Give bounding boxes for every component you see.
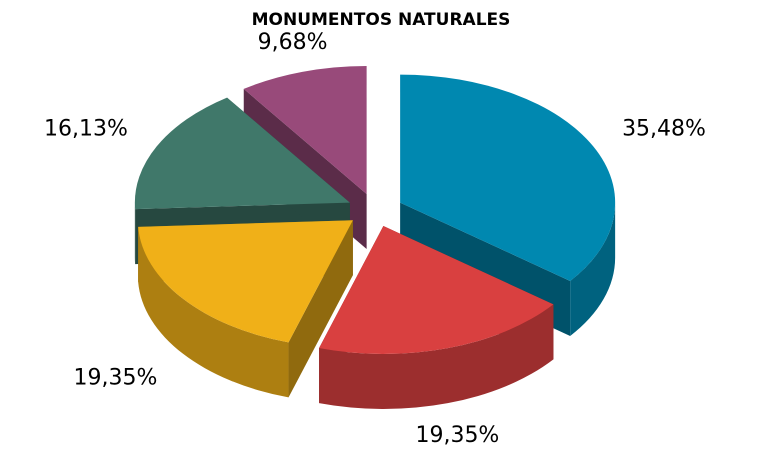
slice-side <box>570 202 616 336</box>
slice-side <box>138 226 289 398</box>
slice <box>138 220 353 343</box>
slice <box>134 97 350 210</box>
chart-title: MONUMENTOS NATURALES <box>252 10 511 30</box>
slice <box>243 65 367 194</box>
slice <box>319 226 554 355</box>
data-label: 19,35% <box>415 423 499 448</box>
slice-side <box>319 304 554 410</box>
data-label: 35,48% <box>622 117 706 142</box>
slice <box>400 74 616 281</box>
data-label: 16,13% <box>44 117 128 142</box>
data-label: 19,35% <box>74 365 158 390</box>
data-label: 9,68% <box>258 30 328 55</box>
